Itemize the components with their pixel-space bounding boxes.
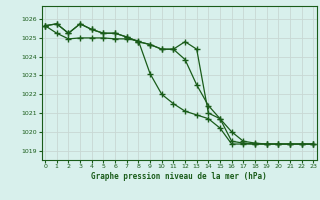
X-axis label: Graphe pression niveau de la mer (hPa): Graphe pression niveau de la mer (hPa) xyxy=(91,172,267,181)
